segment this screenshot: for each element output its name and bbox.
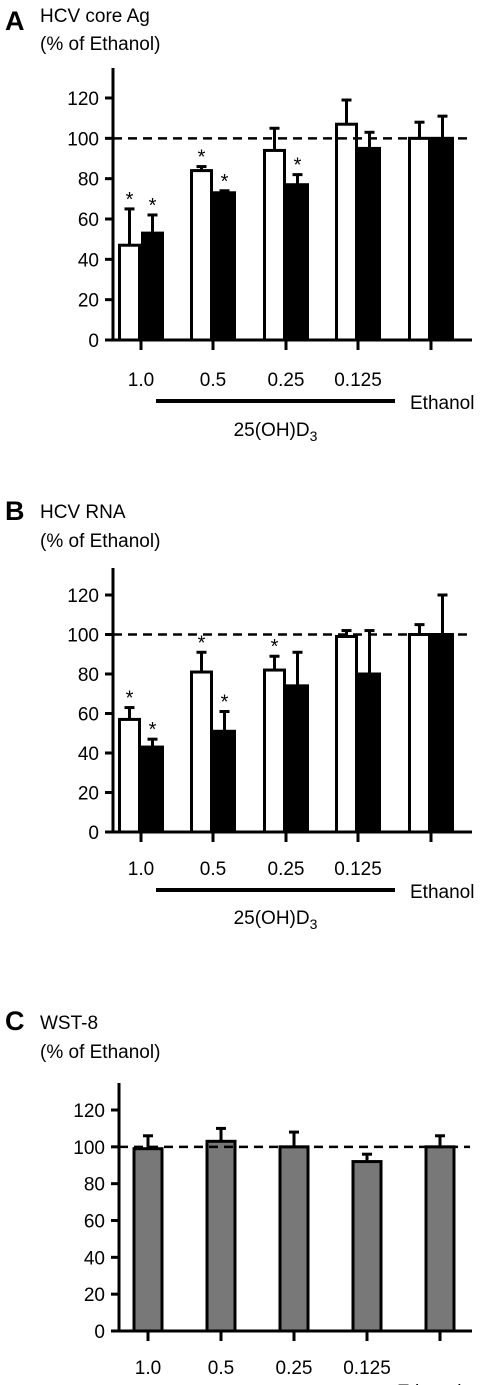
significance-star: * xyxy=(198,147,206,169)
bar xyxy=(408,136,431,342)
x-tick-label: 0.125 xyxy=(343,1358,391,1379)
treatment-label-subscript: 3 xyxy=(310,428,318,444)
y-tick-label: 0 xyxy=(88,331,99,352)
significance-star: * xyxy=(221,692,229,714)
panel-letter: C xyxy=(5,1006,25,1036)
y-axis-unit: (% of Ethanol) xyxy=(40,531,160,552)
y-axis-title: WST-8 xyxy=(40,1013,98,1034)
y-axis-title: HCV RNA xyxy=(40,502,126,523)
y-tick-label: 80 xyxy=(78,665,99,686)
bar xyxy=(213,191,236,342)
significance-star: * xyxy=(198,632,206,654)
y-tick-label: 120 xyxy=(67,586,99,607)
bar xyxy=(431,633,454,834)
bar xyxy=(132,1147,164,1333)
bar xyxy=(286,183,309,342)
bar xyxy=(141,745,164,834)
y-tick-label: 20 xyxy=(84,1285,105,1306)
treatment-label-main: 25(OH)D xyxy=(234,908,310,929)
bar xyxy=(358,146,381,342)
bar xyxy=(263,668,286,834)
bar xyxy=(213,729,236,834)
x-tick-label: 1.0 xyxy=(128,859,154,880)
bar xyxy=(118,717,141,834)
bar xyxy=(424,1145,456,1333)
x-tick-label: 0.5 xyxy=(200,370,226,391)
y-tick-label: 60 xyxy=(84,1212,105,1233)
y-tick-label: 40 xyxy=(78,250,99,271)
y-tick-label: 0 xyxy=(88,823,99,844)
significance-star: * xyxy=(221,171,229,193)
y-tick-label: 100 xyxy=(67,129,99,150)
bar xyxy=(335,122,358,342)
x-tick-label-control: Ethanol xyxy=(397,1382,461,1385)
y-tick-label: 120 xyxy=(73,1101,105,1122)
panel-letter: A xyxy=(5,6,25,36)
bar xyxy=(190,670,213,834)
y-tick-label: 100 xyxy=(73,1138,105,1159)
x-tick-label: 0.5 xyxy=(200,859,226,880)
bar xyxy=(141,231,164,342)
significance-star: * xyxy=(271,636,279,658)
y-tick-label: 80 xyxy=(84,1175,105,1196)
y-tick-label: 40 xyxy=(78,744,99,765)
bar xyxy=(118,243,141,342)
y-tick-label: 0 xyxy=(94,1322,105,1343)
y-tick-label: 20 xyxy=(78,291,99,312)
significance-star: * xyxy=(126,688,134,710)
treatment-label-main: 25(OH)D xyxy=(234,420,310,441)
significance-star: * xyxy=(126,189,134,211)
bar xyxy=(358,672,381,834)
x-tick-label: 1.0 xyxy=(135,1358,161,1379)
x-tick-label: 0.125 xyxy=(334,370,382,391)
treatment-label: 25(OH)D3 xyxy=(234,420,318,444)
panel-a: A HCV core Ag (% of Ethanol) * * * * * 0 20 40 60 80… xyxy=(5,6,474,444)
x-tick-label: 0.25 xyxy=(268,370,305,391)
y-tick-label: 60 xyxy=(78,705,99,726)
bar xyxy=(263,148,286,342)
y-tick-label: 80 xyxy=(78,170,99,191)
bar xyxy=(190,169,213,342)
x-tick-label: 0.25 xyxy=(276,1358,313,1379)
treatment-label: 25(OH)D3 xyxy=(234,908,318,932)
bar xyxy=(205,1139,237,1333)
significance-star: * xyxy=(149,719,157,741)
treatment-label-subscript: 3 xyxy=(310,916,318,932)
x-tick-label: 0.5 xyxy=(208,1358,234,1379)
y-tick-label: 20 xyxy=(78,784,99,805)
y-tick-label: 60 xyxy=(78,210,99,231)
panel-c: C WST-8 (% of Ethanol) 0 20 40 60 80 100 120 1.0 0.… xyxy=(5,1006,472,1385)
y-tick-label: 120 xyxy=(67,89,99,110)
bar xyxy=(278,1145,310,1333)
y-tick-label: 100 xyxy=(67,626,99,647)
bar xyxy=(408,633,431,834)
bar xyxy=(431,136,454,342)
panel-letter: B xyxy=(5,496,25,526)
x-tick-label: 0.125 xyxy=(334,859,382,880)
significance-star: * xyxy=(149,195,157,217)
y-axis-title: HCV core Ag xyxy=(40,6,150,27)
y-axis-unit: (% of Ethanol) xyxy=(40,1042,160,1063)
y-axis-unit: (% of Ethanol) xyxy=(40,34,160,55)
bar xyxy=(286,684,309,834)
x-tick-label-control: Ethanol xyxy=(410,882,474,903)
x-tick-label-control: Ethanol xyxy=(410,393,474,414)
bar xyxy=(335,634,358,834)
y-tick-label: 40 xyxy=(84,1248,105,1269)
x-tick-label: 1.0 xyxy=(128,370,154,391)
x-tick-label: 0.25 xyxy=(268,859,305,880)
bar xyxy=(351,1160,383,1333)
significance-star: * xyxy=(294,155,302,177)
panel-b: B HCV RNA (% of Ethanol) * * * * * 0 20 40 60 80 100 1… xyxy=(5,496,474,932)
